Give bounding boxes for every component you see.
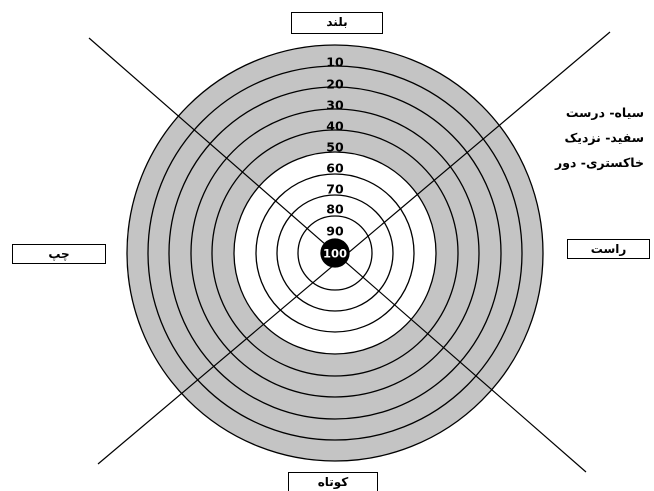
- diagonal-line-top-right-to-bottom-left: [97, 31, 611, 465]
- ring-label-40: 40: [326, 119, 344, 134]
- label-left: چپ: [12, 244, 106, 264]
- ring-label-80: 80: [326, 202, 344, 217]
- label-high: بلند: [291, 12, 383, 34]
- ring-label-70: 70: [326, 182, 344, 197]
- ring-label-50: 50: [326, 140, 344, 155]
- ring-label-90: 90: [326, 224, 344, 239]
- diagonal-lines: [88, 31, 611, 473]
- ring-label-10: 10: [326, 55, 344, 70]
- legend-item-white: سفید- نزدیک: [564, 130, 644, 145]
- label-short: کوتاه: [288, 472, 378, 491]
- ring-label-60: 60: [326, 161, 344, 176]
- ring-label-20: 20: [326, 77, 344, 92]
- label-right: راست: [567, 239, 650, 259]
- legend: سیاه- درست سفید- نزدیک خاکستری- دور: [514, 100, 644, 175]
- ring-label-100: 100: [323, 247, 347, 261]
- ring-label-30: 30: [326, 98, 344, 113]
- legend-item-gray: خاکستری- دور: [555, 155, 644, 170]
- ring-score-labels: 10 20 30 40 50 60 70 80 90 100: [323, 55, 347, 261]
- diagonal-line-top-left-to-bottom-right: [88, 37, 587, 473]
- legend-item-black: سیاه- درست: [565, 105, 644, 120]
